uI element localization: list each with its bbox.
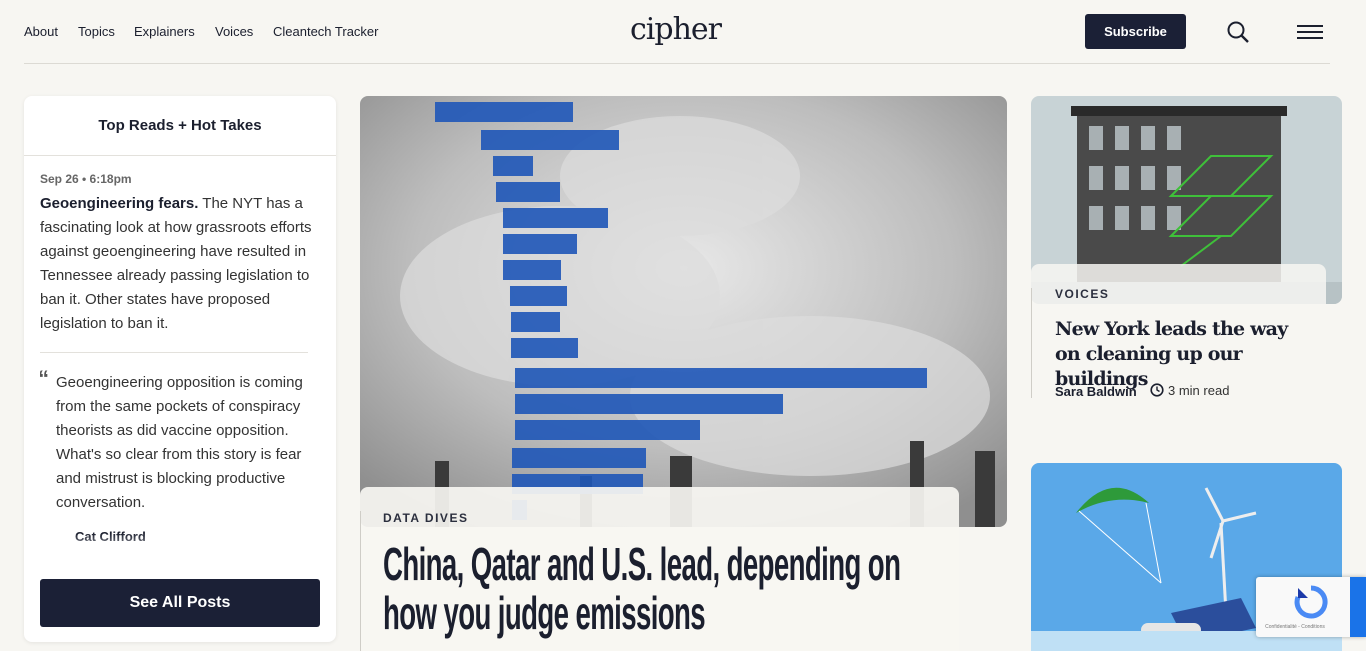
- feature-headline[interactable]: China, Qatar and U.S. lead, depending on…: [383, 538, 901, 639]
- posts-list: Sep 26 • 6:18pm Geoengineering fears. Th…: [40, 156, 316, 563]
- feature-image[interactable]: [360, 96, 1007, 527]
- quote-text: Geoengineering opposition is coming from…: [56, 374, 303, 511]
- search-icon[interactable]: [1226, 20, 1250, 44]
- post-text: The NYT has a fascinating look at how gr…: [40, 195, 312, 332]
- feature-panel: [360, 487, 959, 651]
- sidebar-card: Top Reads + Hot Takes Sep 26 • 6:18pm Ge…: [24, 96, 336, 642]
- nav-link[interactable]: Topics: [78, 24, 115, 39]
- read-time: 3 min read: [1168, 383, 1230, 398]
- recaptcha-tab: [1350, 577, 1366, 637]
- fade: [40, 533, 316, 563]
- post-lead: Geoengineering fears.: [40, 195, 199, 212]
- quote-mark: “: [40, 367, 49, 391]
- story-panel: [1031, 264, 1326, 304]
- nav-link[interactable]: Explainers: [134, 24, 195, 39]
- post-date: Sep 26 • 6:18pm: [40, 172, 132, 186]
- post-body: Geoengineering fears. The NYT has a fasc…: [40, 192, 316, 336]
- nav-link[interactable]: About: [24, 24, 58, 39]
- recaptcha-text: Confidentialité - Conditions: [1265, 624, 1325, 630]
- story-category[interactable]: VOICES: [1055, 287, 1110, 301]
- recaptcha-badge[interactable]: Confidentialité - Conditions: [1256, 577, 1366, 637]
- quote: “ Geoengineering opposition is coming fro…: [40, 367, 316, 515]
- nav-link[interactable]: Voices: [215, 24, 254, 39]
- sidebar-title: Top Reads + Hot Takes: [24, 96, 336, 156]
- subscribe-button[interactable]: Subscribe: [1085, 14, 1186, 49]
- story-rule: [1031, 288, 1032, 398]
- see-all-button[interactable]: See All Posts: [40, 579, 320, 627]
- feature-rule: [360, 511, 361, 651]
- menu-icon[interactable]: [1297, 24, 1323, 40]
- clock-icon: [1150, 383, 1164, 397]
- separator: [40, 352, 308, 353]
- story-headline[interactable]: New York leads the way on cleaning up ou…: [1055, 318, 1288, 390]
- feature-category[interactable]: DATA DIVES: [383, 511, 469, 525]
- logo[interactable]: cipher: [630, 12, 722, 47]
- nav-link[interactable]: Cleantech Tracker: [273, 24, 379, 39]
- story-author[interactable]: Sara Baldwin: [1055, 384, 1137, 399]
- recaptcha-logo: [1294, 585, 1328, 619]
- divider: [24, 63, 1330, 64]
